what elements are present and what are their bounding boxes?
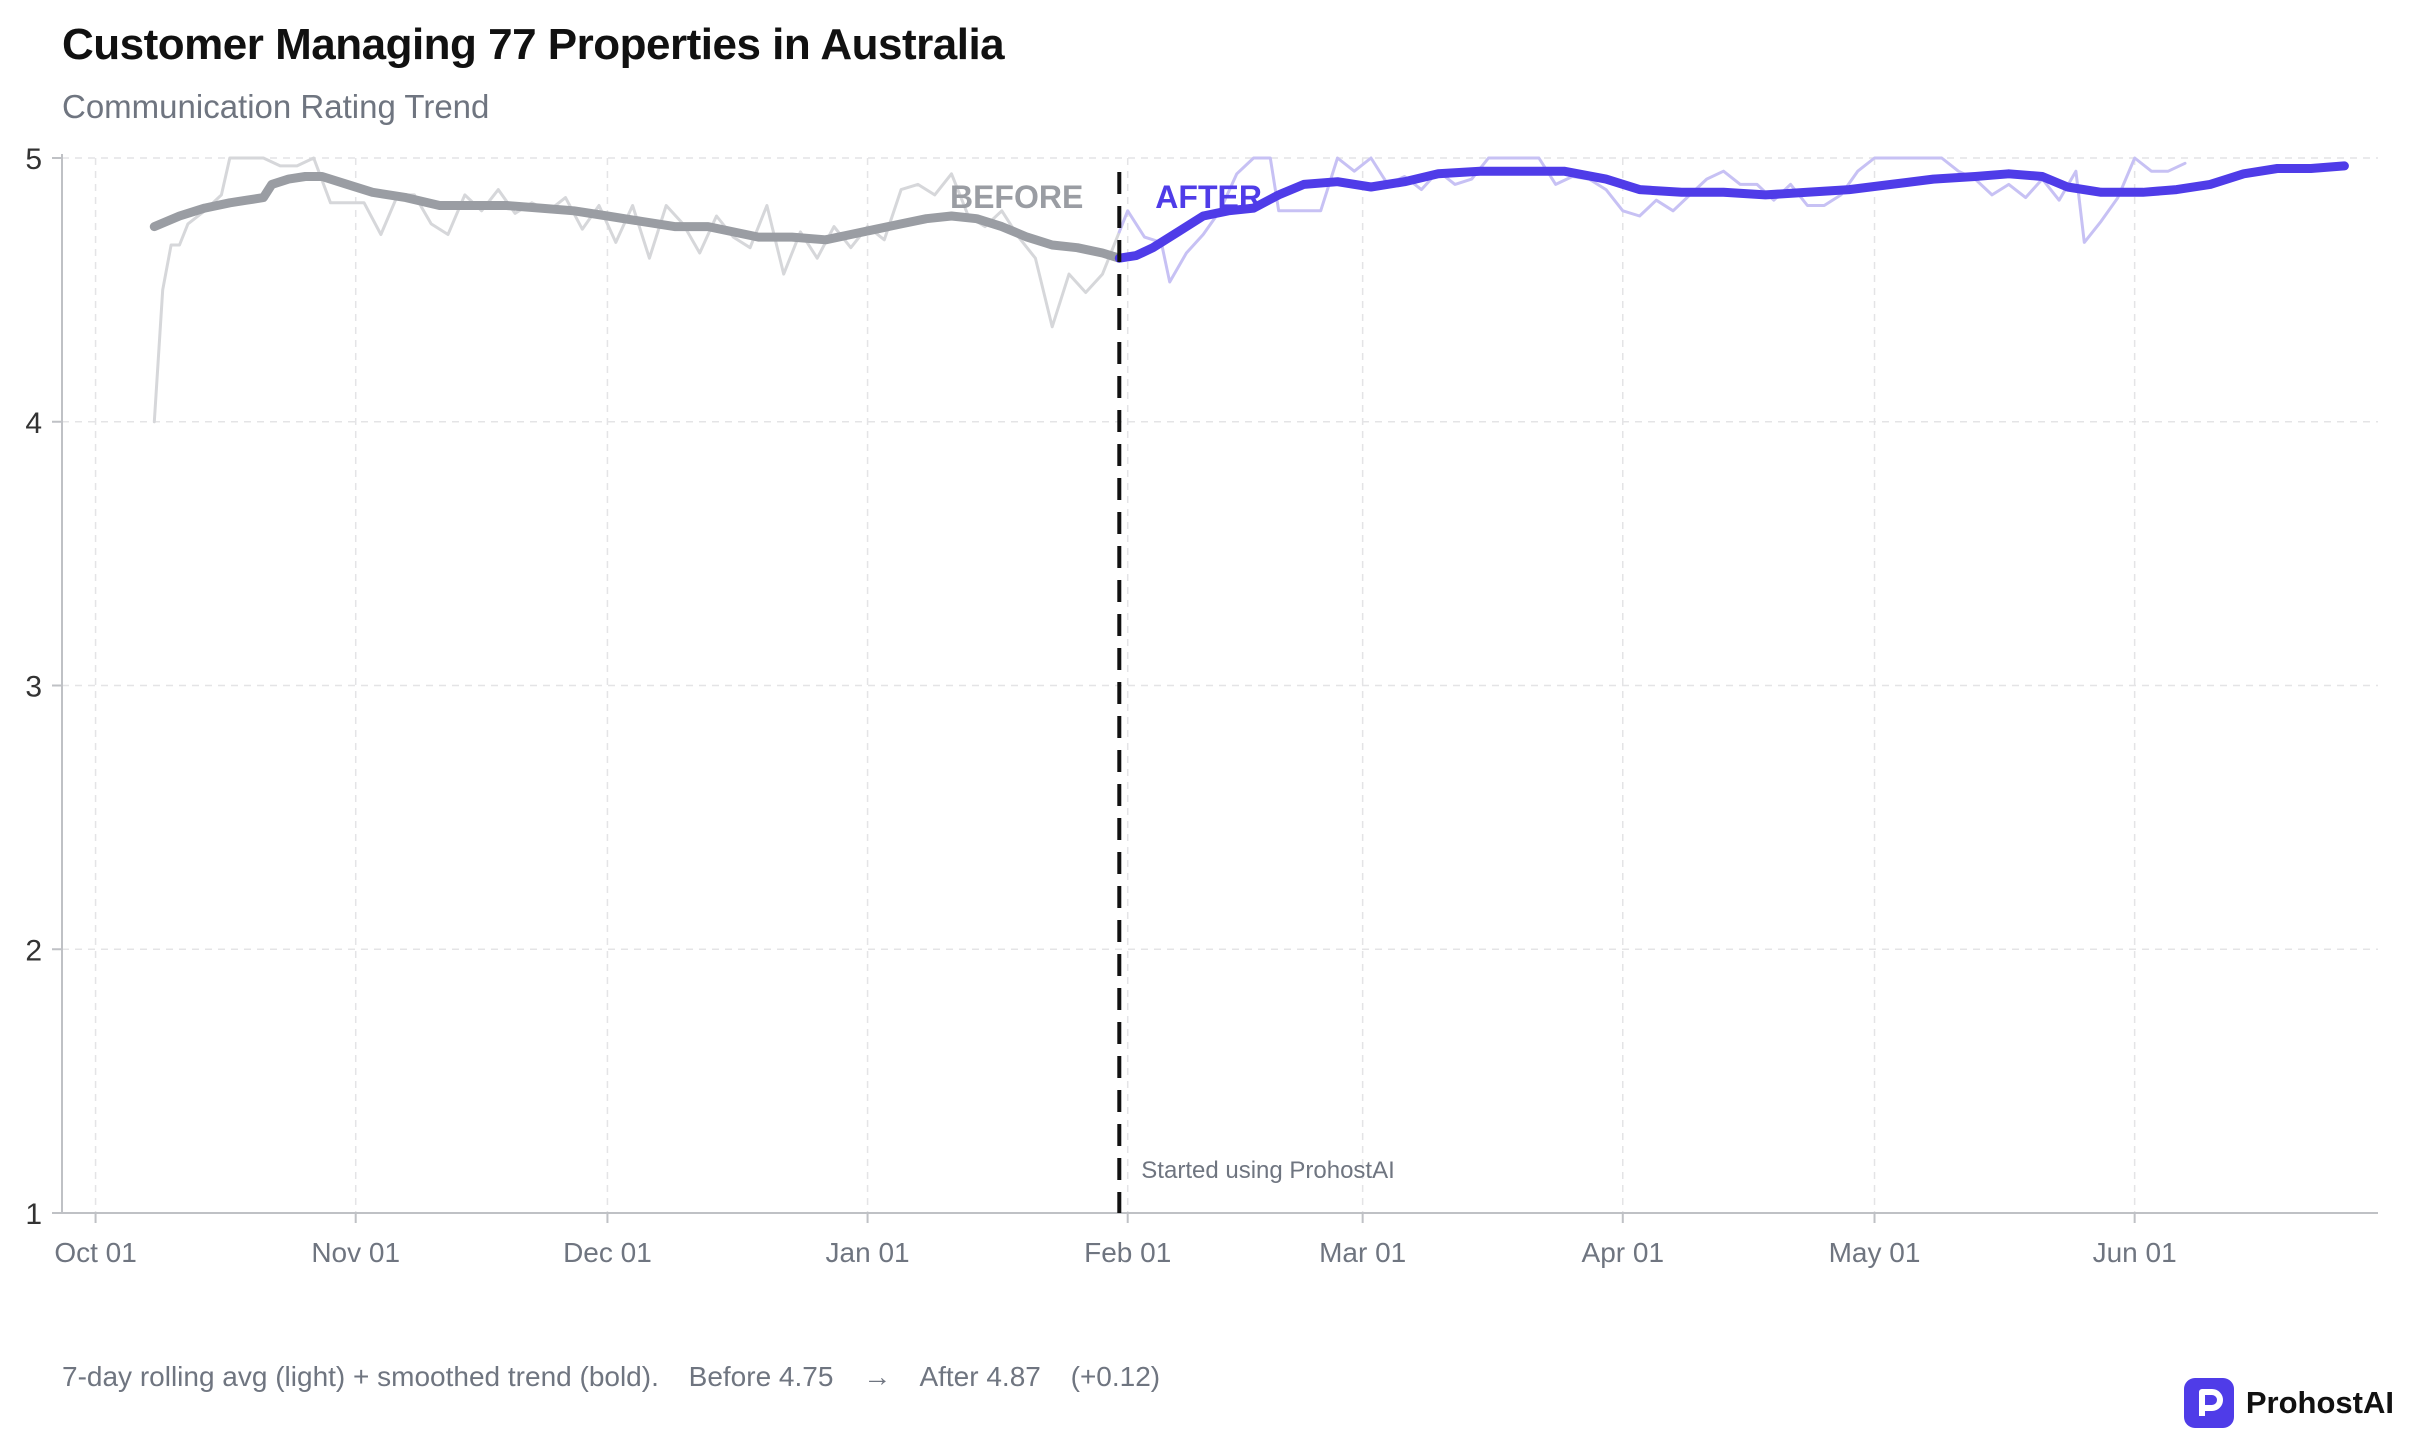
brand-logo: ProhostAI [2183,1378,2394,1428]
x-tick-label: May 01 [1829,1237,1921,1268]
x-tick-label: Mar 01 [1319,1237,1406,1268]
y-tick-label: 3 [25,671,42,704]
brand-name: ProhostAI [2245,1385,2394,1420]
y-tick-label: 2 [25,934,42,967]
y-tick-label: 4 [25,407,42,440]
after-label: AFTER [1155,179,1262,215]
x-tick-label: Dec 01 [563,1237,652,1268]
x-tick-label: Oct 01 [54,1237,136,1268]
x-tick-label: Jun 01 [2093,1237,2177,1268]
x-tick-label: Apr 01 [1582,1237,1665,1268]
chart-footer-note: 7-day rolling avg (light) + smoothed tre… [62,1361,1182,1393]
trend-before-line [149,172,1124,263]
y-tick-label: 1 [25,1198,42,1231]
rolling-avg-before-line [152,156,1121,424]
before-label: BEFORE [950,179,1083,215]
chart-subtitle: Communication Rating Trend [62,88,490,125]
chart-title: Customer Managing 77 Properties in Austr… [62,20,1005,69]
cutover-annotation: Started using ProhostAI [1141,1157,1394,1184]
x-tick-label: Nov 01 [311,1237,400,1268]
footer-after-text: After 4.87 [919,1361,1041,1392]
x-tick-label: Jan 01 [826,1237,910,1268]
footer-before-text: Before 4.75 [688,1361,834,1392]
rolling-avg-after-line [1117,156,2187,284]
footer-arrow: → [863,1361,892,1392]
x-tick-label: Feb 01 [1084,1237,1171,1268]
trend-after-line [1114,161,2349,263]
y-tick-label: 5 [25,143,42,176]
footer-delta-text: (+0.12) [1070,1361,1161,1392]
prohostai-logo-icon [2183,1378,2234,1428]
footer-legend-text: 7-day rolling avg (light) + smoothed tre… [62,1361,659,1392]
